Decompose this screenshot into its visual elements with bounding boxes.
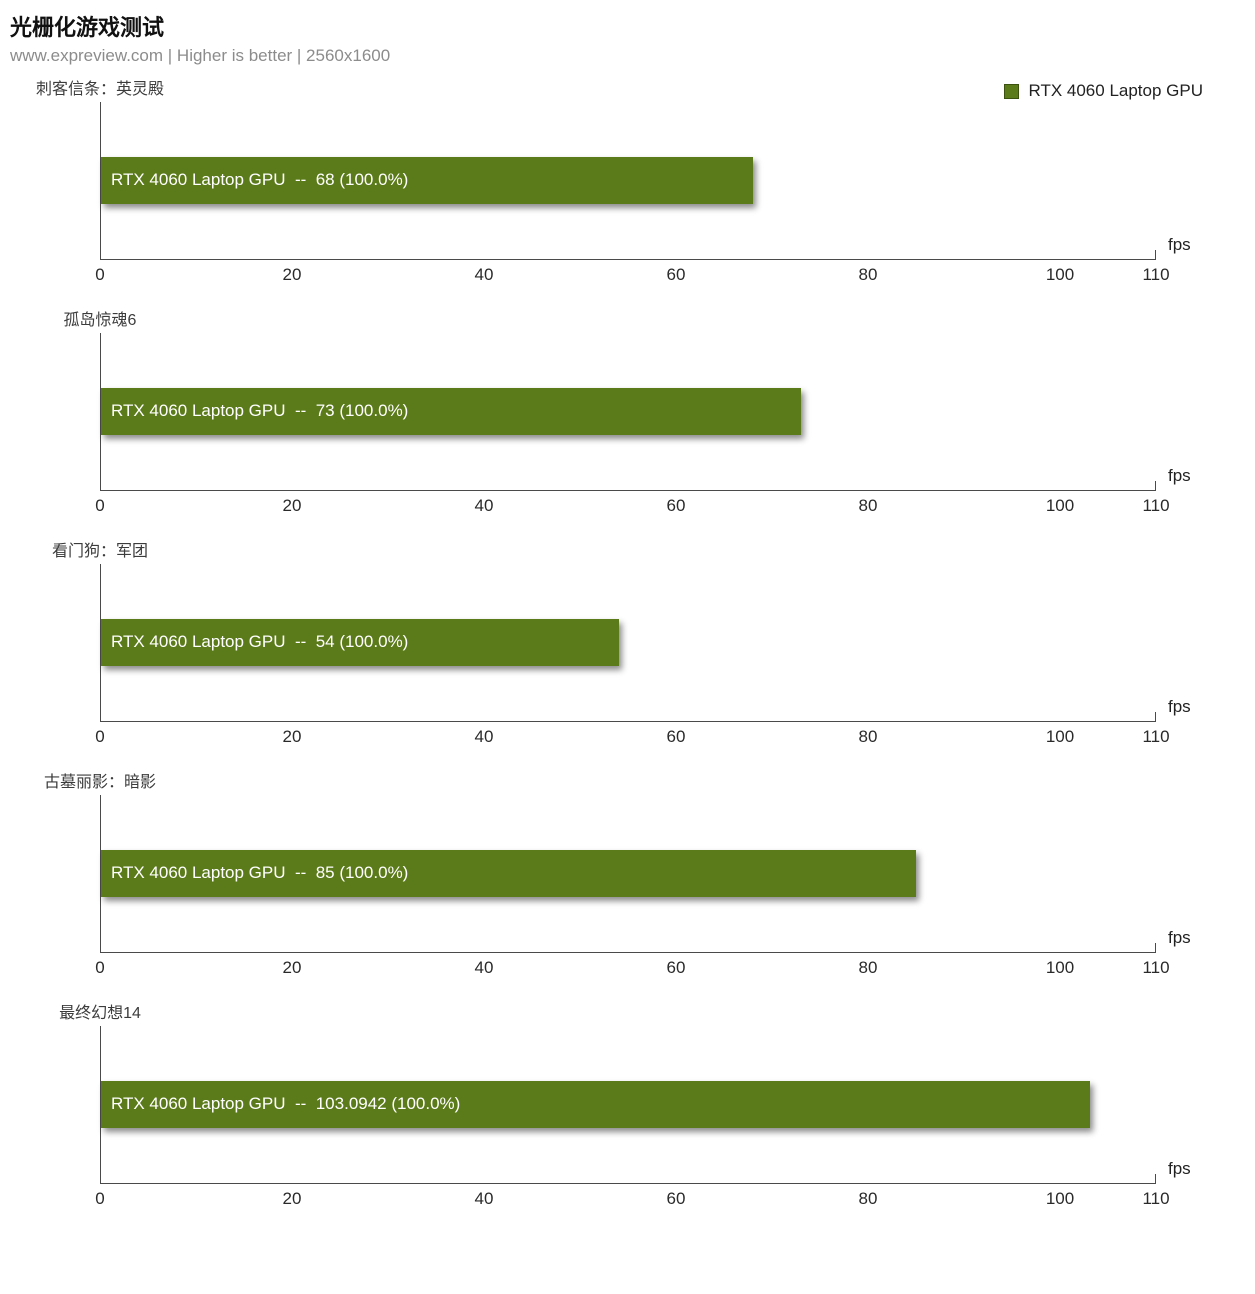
x-tick-label: 40 — [474, 1189, 494, 1208]
x-tick-label: 110 — [1142, 1189, 1170, 1208]
bar-label: RTX 4060 Laptop GPU -- 73 (100.0%) — [111, 401, 409, 420]
bar: RTX 4060 Laptop GPU -- 68 (100.0%) — [101, 156, 754, 204]
x-tick-label: 100 — [1045, 958, 1075, 977]
x-tick-label: 20 — [282, 265, 302, 284]
x-axis-ticks: 0 20 40 60 80 100 110 — [95, 722, 1169, 764]
x-tick-label: 100 — [1045, 496, 1075, 515]
legend-swatch-icon — [1004, 83, 1020, 99]
bar-label: RTX 4060 Laptop GPU -- 85 (100.0%) — [111, 863, 409, 882]
x-tick-label: 100 — [1045, 1189, 1075, 1208]
x-tick-label: 60 — [666, 496, 686, 515]
x-tick-label: 0 — [95, 1189, 105, 1208]
x-tick-label: 110 — [1142, 727, 1170, 746]
game-title: 最终幻想14 — [59, 1005, 141, 1022]
axis-unit-label: fps — [1168, 928, 1191, 947]
plot-area: RTX 4060 Laptop GPU -- 73 (100.0%) fps — [100, 333, 1191, 491]
x-tick-label: 40 — [474, 496, 494, 515]
x-tick-label: 0 — [95, 727, 105, 746]
axis-unit-label: fps — [1168, 1159, 1191, 1178]
x-tick-label: 60 — [666, 1189, 686, 1208]
x-tick-label: 60 — [666, 958, 686, 977]
bar-label: RTX 4060 Laptop GPU -- 68 (100.0%) — [111, 170, 409, 189]
bar-label: RTX 4060 Laptop GPU -- 103.0942 (100.0%) — [111, 1094, 461, 1113]
x-tick-label: 80 — [858, 265, 878, 284]
page-subtitle: www.expreview.com | Higher is better | 2… — [10, 46, 391, 65]
legend: RTX 4060 Laptop GPU — [1004, 81, 1203, 101]
plot-area: RTX 4060 Laptop GPU -- 85 (100.0%) fps — [100, 795, 1191, 953]
x-tick-label: 0 — [95, 958, 105, 977]
chart-block: 看门狗：军团 RTX 4060 Laptop GPU -- 54 (100.0%… — [0, 542, 1255, 764]
legend-label: RTX 4060 Laptop GPU — [1028, 81, 1203, 100]
game-title: 古墓丽影：暗影 — [43, 774, 156, 791]
x-tick-label: 40 — [474, 265, 494, 284]
game-title: 孤岛惊魂6 — [63, 312, 137, 329]
chart-block: 古墓丽影：暗影 RTX 4060 Laptop GPU -- 85 (100.0… — [0, 773, 1255, 995]
bar: RTX 4060 Laptop GPU -- 85 (100.0%) — [101, 849, 917, 897]
benchmark-page: 光栅化游戏测试 www.expreview.com | Higher is be… — [0, 15, 1255, 1226]
game-title: 看门狗：军团 — [51, 543, 148, 560]
axis-endcap-tick — [1155, 481, 1156, 490]
axis-unit-label: fps — [1168, 235, 1191, 254]
x-tick-label: 20 — [282, 958, 302, 977]
plot-area: RTX 4060 Laptop GPU -- 68 (100.0%) fps — [100, 102, 1191, 260]
chart-block: 孤岛惊魂6 RTX 4060 Laptop GPU -- 73 (100.0%)… — [0, 311, 1255, 533]
plot-area: RTX 4060 Laptop GPU -- 103.0942 (100.0%)… — [100, 1026, 1191, 1184]
x-tick-label: 0 — [95, 265, 105, 284]
x-tick-label: 0 — [95, 496, 105, 515]
x-tick-label: 110 — [1142, 265, 1170, 284]
chart-block: 刺客信条：英灵殿 RTX 4060 Laptop GPU -- 68 (100.… — [0, 80, 1255, 302]
bar: RTX 4060 Laptop GPU -- 54 (100.0%) — [101, 618, 619, 666]
x-axis-ticks: 0 20 40 60 80 100 110 — [95, 1184, 1169, 1226]
axis-endcap-tick — [1155, 1174, 1156, 1183]
x-tick-label: 60 — [666, 727, 686, 746]
x-tick-label: 110 — [1142, 958, 1170, 977]
axis-unit-label: fps — [1168, 697, 1191, 716]
x-axis-ticks: 0 20 40 60 80 100 110 — [95, 260, 1169, 302]
x-tick-label: 100 — [1045, 727, 1075, 746]
x-tick-label: 60 — [666, 265, 686, 284]
bar-label: RTX 4060 Laptop GPU -- 54 (100.0%) — [111, 632, 409, 651]
bar: RTX 4060 Laptop GPU -- 103.0942 (100.0%) — [101, 1080, 1090, 1128]
x-tick-label: 20 — [282, 1189, 302, 1208]
x-tick-label: 110 — [1142, 496, 1170, 515]
axis-endcap-tick — [1155, 712, 1156, 721]
x-tick-label: 40 — [474, 727, 494, 746]
game-title: 刺客信条：英灵殿 — [35, 81, 164, 98]
charts-container: 刺客信条：英灵殿 RTX 4060 Laptop GPU -- 68 (100.… — [0, 80, 1255, 1226]
axis-unit-label: fps — [1168, 466, 1191, 485]
x-tick-label: 40 — [474, 958, 494, 977]
x-tick-label: 20 — [282, 496, 302, 515]
x-axis-ticks: 0 20 40 60 80 100 110 — [95, 491, 1169, 533]
x-axis-ticks: 0 20 40 60 80 100 110 — [95, 953, 1169, 995]
x-tick-label: 80 — [858, 496, 878, 515]
x-tick-label: 80 — [858, 1189, 878, 1208]
axis-endcap-tick — [1155, 250, 1156, 259]
bar: RTX 4060 Laptop GPU -- 73 (100.0%) — [101, 387, 802, 435]
x-tick-label: 20 — [282, 727, 302, 746]
chart-block: 最终幻想14 RTX 4060 Laptop GPU -- 103.0942 (… — [0, 1004, 1255, 1226]
axis-endcap-tick — [1155, 943, 1156, 952]
x-tick-label: 80 — [858, 727, 878, 746]
x-tick-label: 100 — [1045, 265, 1075, 284]
x-tick-label: 80 — [858, 958, 878, 977]
plot-area: RTX 4060 Laptop GPU -- 54 (100.0%) fps — [100, 564, 1191, 722]
page-title: 光栅化游戏测试 — [10, 15, 165, 40]
